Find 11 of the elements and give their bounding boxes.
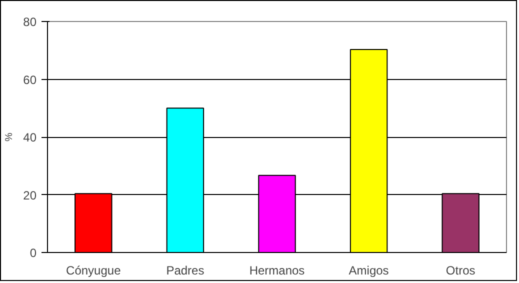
y-tick-label: 0 <box>30 246 37 260</box>
y-tick-label: 40 <box>23 130 37 144</box>
x-tick-label: Cónyugue <box>66 264 122 278</box>
x-tick-label: Padres <box>166 264 204 278</box>
y-tick-label: 60 <box>23 72 37 87</box>
y-tick-label: 80 <box>23 15 37 29</box>
y-tick-label: 20 <box>23 188 37 202</box>
x-tick-label: Amigos <box>348 264 389 278</box>
x-tick-label: Hermanos <box>249 264 305 278</box>
x-tick-label: Otros <box>446 264 476 278</box>
y-axis-title: % <box>4 132 16 142</box>
